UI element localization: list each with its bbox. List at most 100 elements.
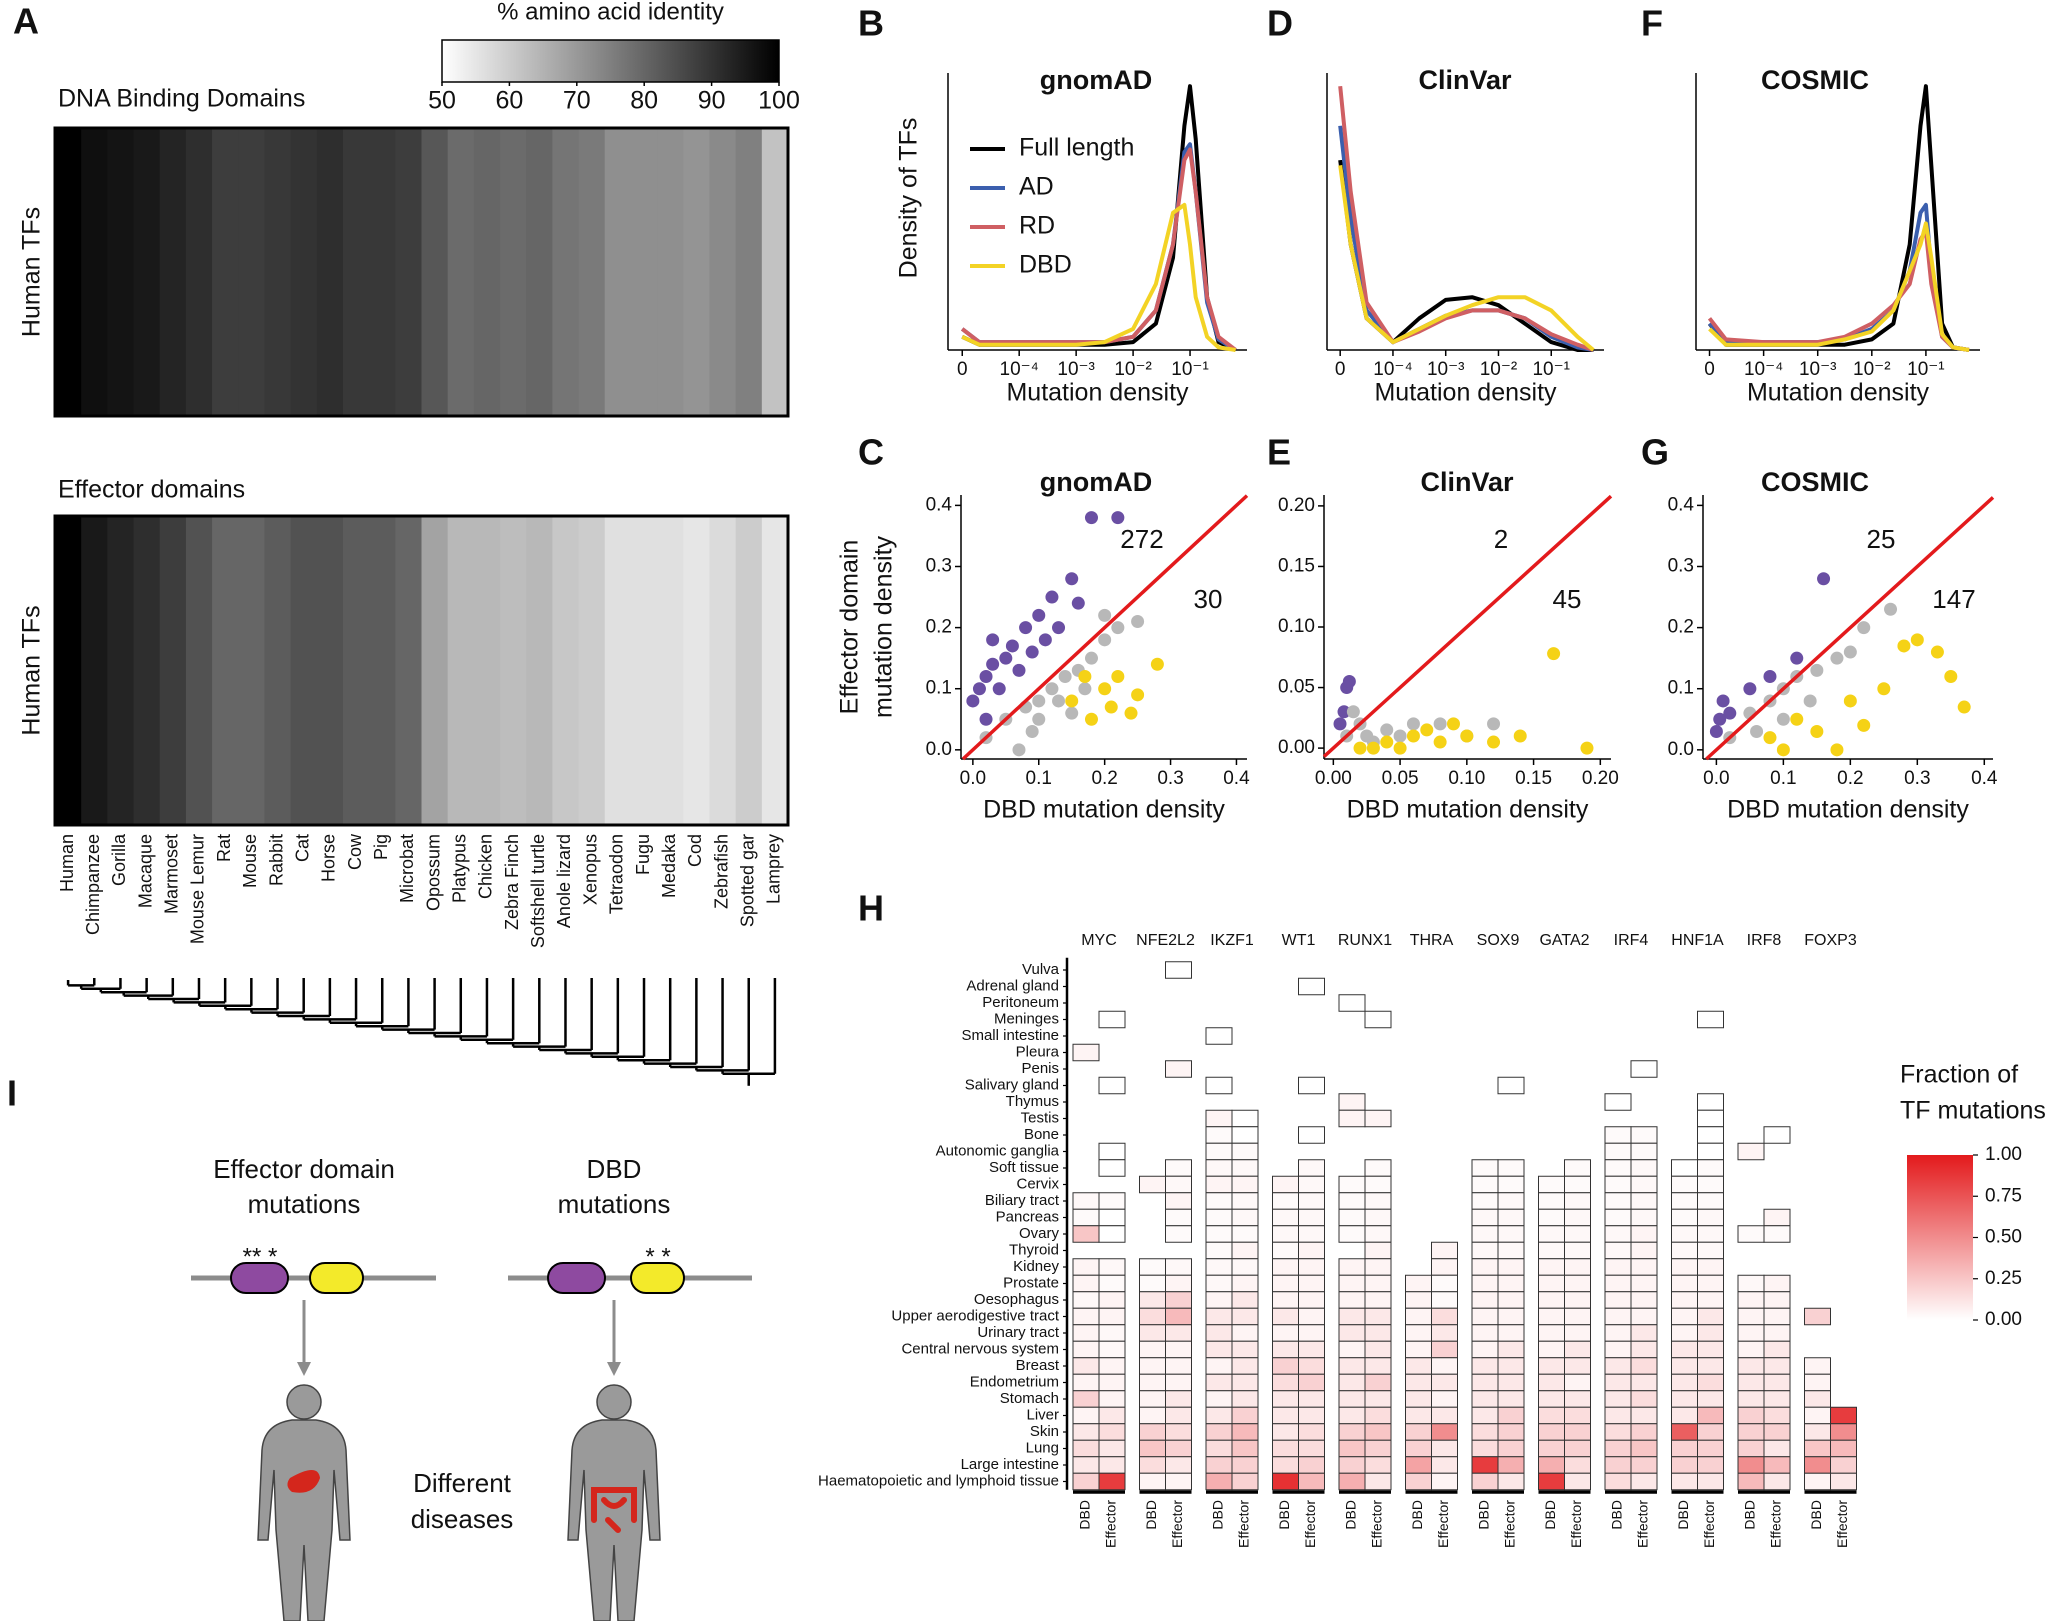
diagram-outcome: Different [413, 1468, 512, 1498]
arrow-head [607, 1362, 621, 1376]
tile [1072, 1043, 1100, 1062]
tile [1497, 1175, 1525, 1194]
tile [1272, 1225, 1299, 1243]
x-axis-label: Mutation density [1374, 379, 1557, 407]
tile [1471, 1307, 1499, 1326]
heatmap-column [447, 128, 475, 416]
density-line [1708, 221, 1970, 352]
tile [1604, 1274, 1632, 1293]
heatmap-column [55, 128, 82, 416]
tile [1497, 1406, 1525, 1425]
tile [1737, 1439, 1765, 1458]
colorbar-tick-label: 0.25 [1985, 1268, 2022, 1289]
x-axis-label: Mutation density [1747, 379, 1930, 407]
tile [1205, 1324, 1233, 1342]
tile [1165, 1291, 1192, 1309]
tile [1298, 1390, 1325, 1408]
species-label: Chimpanzee [83, 834, 103, 935]
scatter-point [1084, 712, 1098, 726]
tile [1205, 1423, 1233, 1441]
tile [1538, 1406, 1565, 1425]
tile [1763, 1373, 1791, 1392]
tile [1272, 1439, 1299, 1458]
scatter-point [1150, 657, 1164, 671]
tile [1763, 1208, 1791, 1227]
gene-label: RUNX1 [1338, 932, 1392, 949]
tile [1072, 1208, 1100, 1227]
tile [1697, 1406, 1724, 1425]
legend-label: RD [1019, 212, 1055, 240]
tile [1804, 1307, 1831, 1326]
tile [1338, 1307, 1366, 1326]
tile [1697, 1126, 1724, 1144]
tile [1671, 1175, 1698, 1194]
y-tick-label: 0.3 [926, 556, 952, 577]
tile [1737, 1324, 1765, 1342]
count-annotation: 147 [1932, 584, 1975, 614]
tile [1471, 1258, 1499, 1276]
tile [1604, 1175, 1632, 1194]
tile [1671, 1423, 1698, 1441]
scatter-point [1843, 645, 1857, 659]
x-tick-label: 10⁻² [1114, 359, 1152, 380]
heatmap-column [473, 128, 501, 416]
tile [1630, 1291, 1658, 1309]
tile [1072, 1225, 1100, 1243]
x-tick-label: 10⁻² [1853, 359, 1891, 380]
tile [1165, 1225, 1192, 1243]
gene-label: GATA2 [1539, 932, 1589, 949]
tile [1205, 1225, 1233, 1243]
column-label: Effector [1768, 1500, 1784, 1548]
tile [1338, 1324, 1366, 1342]
tile [1630, 1241, 1658, 1260]
tile [1830, 1456, 1857, 1474]
tile [1697, 1241, 1724, 1260]
tile [1298, 1274, 1325, 1293]
heatmap-column [159, 516, 187, 825]
tile [1338, 1291, 1366, 1309]
tile [1763, 1126, 1791, 1144]
y-axis-label: mutation density [870, 535, 898, 718]
tile [1671, 1274, 1698, 1293]
scatter-point [1071, 596, 1085, 610]
x-tick-label: 0.0 [960, 768, 986, 789]
diagram-title: Effector domain [213, 1154, 395, 1184]
tissue-label: Large intestine [961, 1456, 1059, 1473]
count-annotation: 45 [1553, 584, 1582, 614]
tile [1364, 1010, 1392, 1029]
y-tick-label: 0.2 [1668, 617, 1694, 638]
scatter-point [1131, 615, 1145, 628]
x-tick-label: 10⁻¹ [1171, 359, 1209, 380]
tile [1364, 1340, 1392, 1359]
tile [1205, 1274, 1233, 1293]
tile [1298, 1208, 1325, 1227]
tile [1205, 1076, 1233, 1095]
tile [1697, 1373, 1724, 1392]
y-tick-label: 0.4 [1668, 494, 1695, 515]
tile [1205, 1373, 1233, 1392]
tile [1604, 1439, 1632, 1458]
tile [1139, 1423, 1166, 1441]
x-tick-label: 0 [1704, 359, 1715, 380]
tile [1098, 1456, 1126, 1474]
tile [1763, 1439, 1791, 1458]
tile [1205, 1307, 1233, 1326]
tile [1538, 1175, 1565, 1194]
tile [1497, 1192, 1525, 1210]
tile [1564, 1324, 1591, 1342]
tissue-label: Biliary tract [985, 1192, 1060, 1209]
tile [1139, 1307, 1166, 1326]
tile [1431, 1274, 1458, 1293]
scatter-point [1098, 633, 1112, 647]
tile [1139, 1472, 1166, 1491]
tile [1338, 1258, 1366, 1276]
scatter-point [1877, 682, 1891, 696]
tile [1205, 1109, 1233, 1128]
species-label: Zebrafish [711, 834, 731, 909]
heatmap-column [735, 128, 763, 416]
scatter-point [999, 651, 1013, 665]
panel-letter: D [1267, 3, 1293, 44]
tile [1564, 1406, 1591, 1425]
scatter-point [1045, 682, 1059, 696]
scatter-point [1763, 670, 1777, 683]
